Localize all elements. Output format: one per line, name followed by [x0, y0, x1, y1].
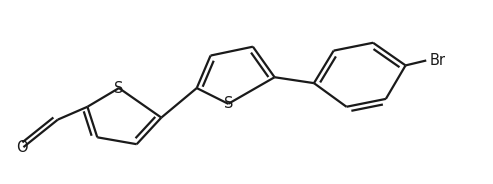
Text: O: O: [17, 140, 28, 155]
Text: Br: Br: [429, 53, 445, 68]
Text: S: S: [224, 96, 233, 111]
Text: S: S: [114, 81, 124, 95]
